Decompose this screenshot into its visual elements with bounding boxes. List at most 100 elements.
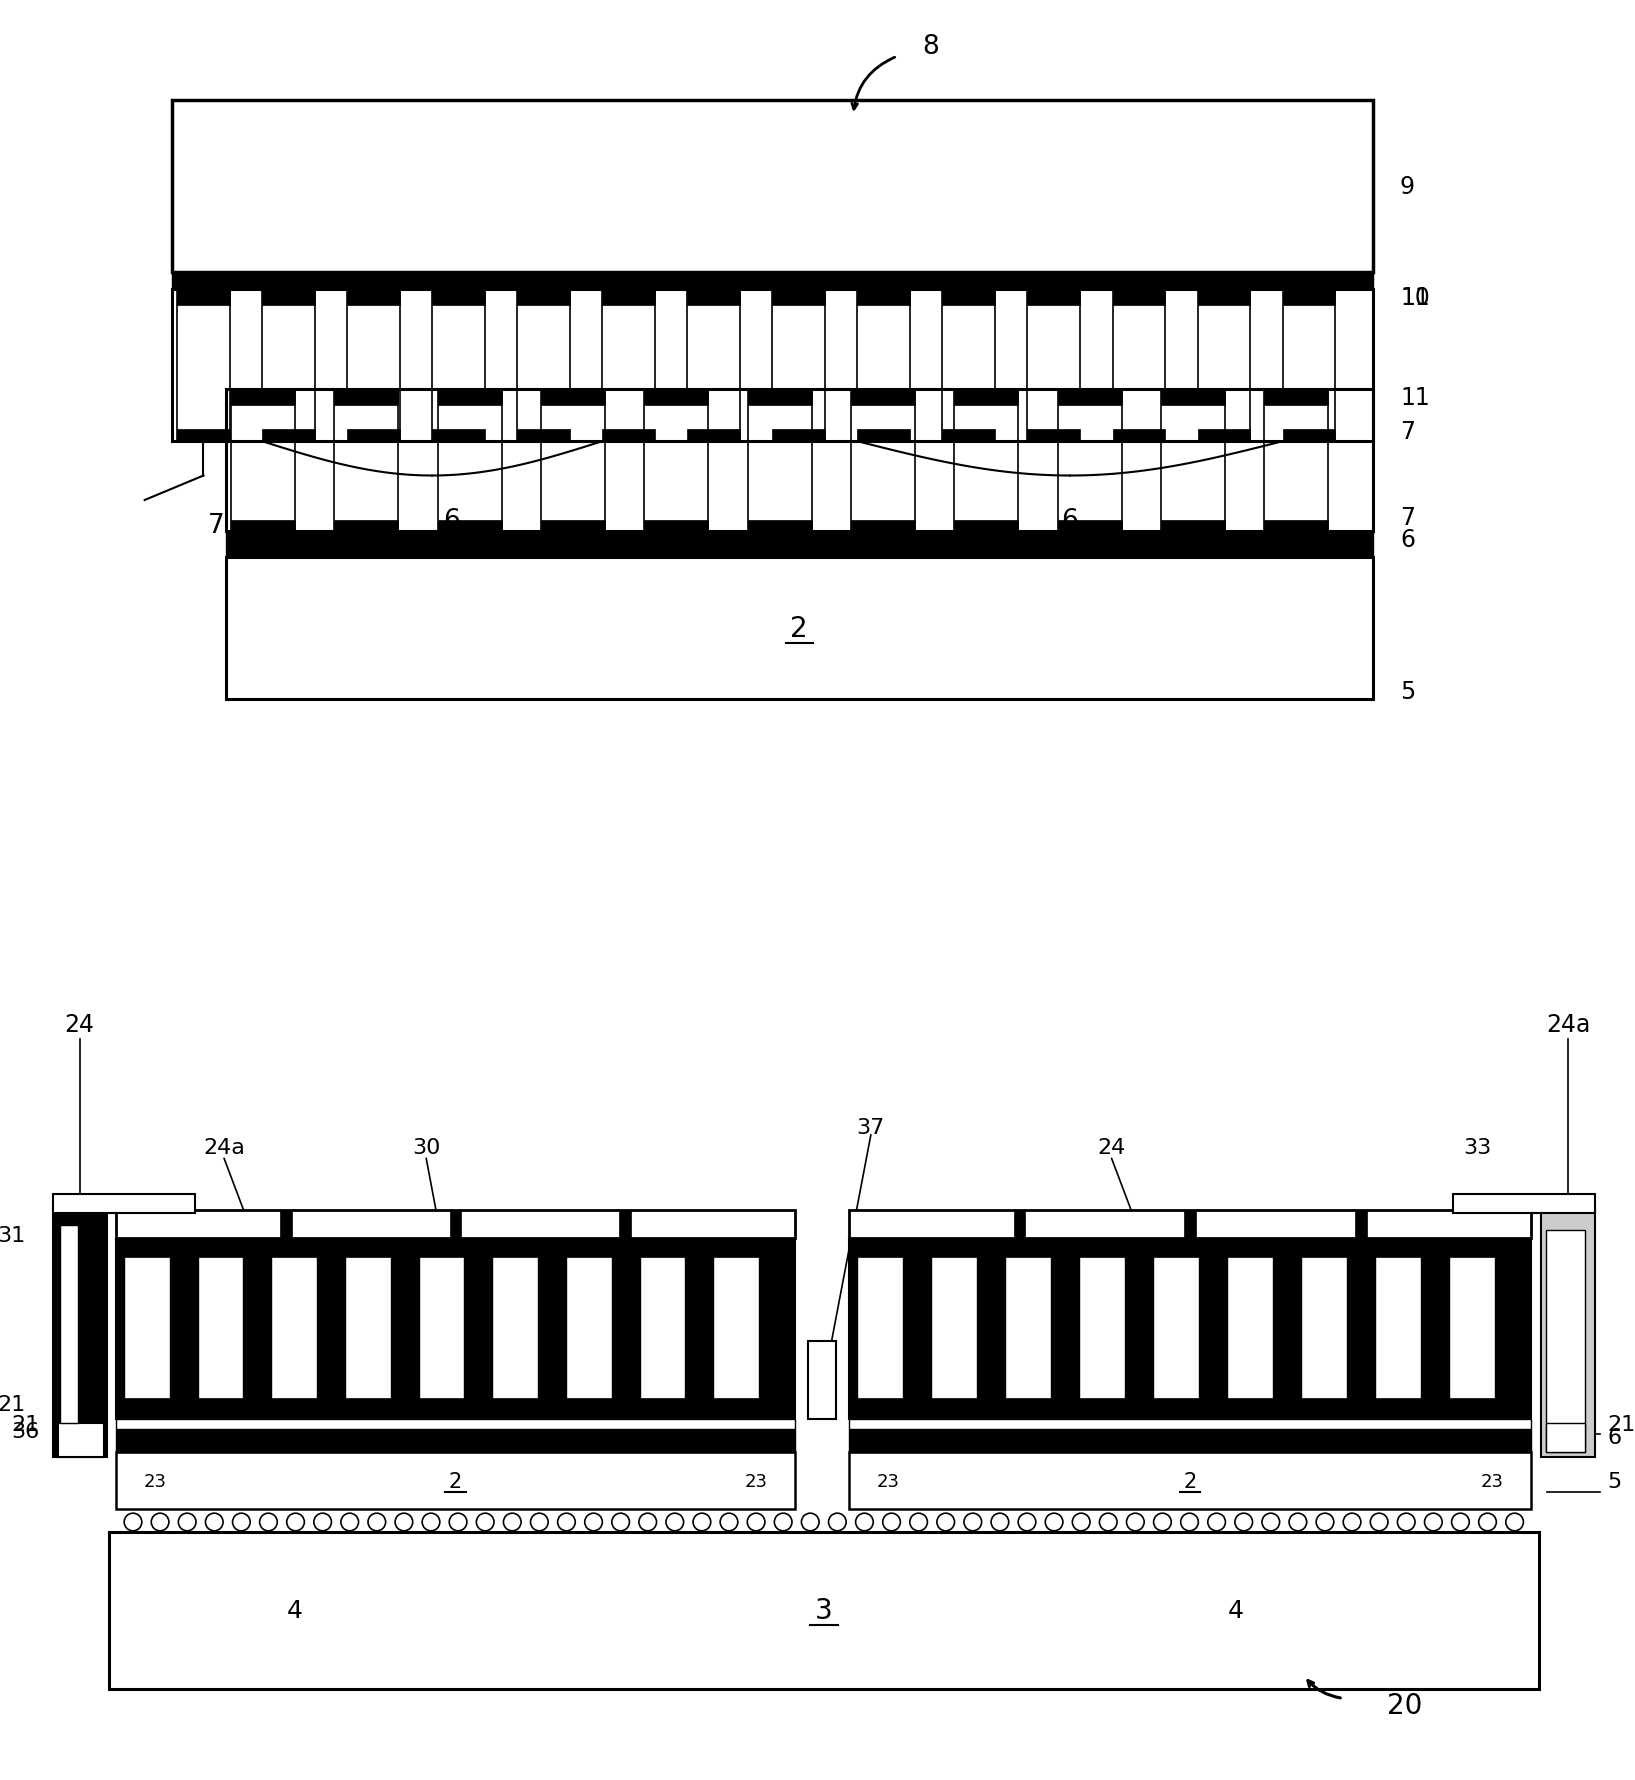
Bar bbox=[1449, 1242, 1496, 1415]
Text: 7: 7 bbox=[208, 513, 224, 538]
Bar bbox=[772, 290, 826, 306]
Bar bbox=[857, 290, 911, 441]
Circle shape bbox=[1398, 1513, 1414, 1531]
Bar bbox=[942, 290, 996, 306]
Circle shape bbox=[1370, 1513, 1388, 1531]
Bar bbox=[1264, 520, 1328, 532]
Bar bbox=[60, 1225, 78, 1424]
Bar bbox=[116, 1452, 795, 1509]
Bar bbox=[942, 431, 996, 441]
Circle shape bbox=[611, 1513, 629, 1531]
Bar bbox=[1153, 1242, 1198, 1415]
Circle shape bbox=[1154, 1513, 1171, 1531]
Bar bbox=[492, 1242, 538, 1415]
Text: 36: 36 bbox=[11, 1420, 39, 1442]
Circle shape bbox=[665, 1513, 683, 1531]
Bar bbox=[1027, 290, 1081, 441]
Bar bbox=[1282, 431, 1336, 441]
Text: 5: 5 bbox=[1400, 680, 1416, 703]
Circle shape bbox=[1099, 1513, 1117, 1531]
Bar bbox=[566, 1397, 611, 1415]
Bar bbox=[1112, 431, 1166, 441]
Text: 6: 6 bbox=[1061, 507, 1079, 534]
Bar bbox=[639, 1239, 685, 1258]
Bar bbox=[772, 431, 826, 441]
Bar bbox=[1079, 1242, 1125, 1415]
Text: 11: 11 bbox=[1400, 287, 1429, 310]
Bar bbox=[262, 431, 316, 441]
Text: 4: 4 bbox=[1228, 1598, 1243, 1622]
Circle shape bbox=[1073, 1513, 1091, 1531]
Bar bbox=[1014, 1210, 1025, 1239]
Bar bbox=[849, 1452, 1532, 1509]
Bar bbox=[271, 1242, 317, 1415]
Circle shape bbox=[719, 1513, 737, 1531]
Text: 6: 6 bbox=[1607, 1428, 1622, 1447]
Bar bbox=[1547, 1230, 1586, 1452]
Bar bbox=[849, 1210, 1532, 1239]
Bar bbox=[334, 390, 399, 406]
Bar bbox=[747, 390, 811, 406]
Bar bbox=[419, 1239, 464, 1258]
Bar bbox=[541, 390, 605, 532]
Bar bbox=[438, 520, 502, 532]
Bar bbox=[172, 272, 1372, 290]
Bar bbox=[517, 290, 571, 306]
Bar bbox=[1226, 1242, 1274, 1415]
Bar bbox=[1449, 1239, 1496, 1258]
Bar bbox=[1264, 390, 1328, 532]
Circle shape bbox=[1288, 1513, 1306, 1531]
Text: 23: 23 bbox=[144, 1472, 167, 1490]
Text: 5: 5 bbox=[1607, 1470, 1622, 1492]
Bar bbox=[231, 390, 294, 406]
Circle shape bbox=[1424, 1513, 1442, 1531]
Bar bbox=[541, 520, 605, 532]
Text: 6: 6 bbox=[443, 507, 459, 534]
Bar bbox=[347, 290, 401, 441]
Circle shape bbox=[1452, 1513, 1470, 1531]
Bar bbox=[955, 390, 1019, 532]
Circle shape bbox=[558, 1513, 576, 1531]
Bar bbox=[849, 1419, 1532, 1429]
Bar bbox=[1226, 1397, 1274, 1415]
Circle shape bbox=[775, 1513, 791, 1531]
Bar bbox=[116, 1429, 795, 1452]
Bar bbox=[1079, 1239, 1125, 1258]
Text: 7: 7 bbox=[1400, 420, 1414, 445]
Circle shape bbox=[693, 1513, 711, 1531]
Bar bbox=[1301, 1239, 1347, 1258]
Text: 23: 23 bbox=[1481, 1472, 1504, 1490]
Bar bbox=[644, 520, 708, 532]
Bar bbox=[857, 1397, 903, 1415]
Bar bbox=[1449, 1397, 1496, 1415]
Bar bbox=[850, 390, 916, 406]
Text: 24: 24 bbox=[1097, 1137, 1127, 1157]
Bar bbox=[1301, 1242, 1347, 1415]
Bar bbox=[644, 390, 708, 406]
Circle shape bbox=[1180, 1513, 1198, 1531]
Bar bbox=[1112, 290, 1166, 306]
Bar bbox=[345, 1242, 391, 1415]
Text: 4: 4 bbox=[286, 1598, 302, 1622]
Circle shape bbox=[585, 1513, 602, 1531]
Bar bbox=[602, 290, 656, 441]
Bar bbox=[1226, 1239, 1274, 1258]
Bar bbox=[1355, 1210, 1367, 1239]
Circle shape bbox=[232, 1513, 250, 1531]
Bar bbox=[262, 290, 316, 306]
Text: 9: 9 bbox=[1400, 174, 1414, 199]
Bar bbox=[808, 1340, 835, 1419]
Text: 8: 8 bbox=[922, 34, 938, 61]
Bar bbox=[1197, 290, 1251, 306]
Circle shape bbox=[286, 1513, 304, 1531]
Bar bbox=[713, 1239, 759, 1258]
Circle shape bbox=[1234, 1513, 1252, 1531]
Circle shape bbox=[178, 1513, 196, 1531]
Bar bbox=[566, 1239, 611, 1258]
Bar bbox=[517, 431, 571, 441]
Bar bbox=[262, 290, 316, 441]
Bar bbox=[1058, 390, 1122, 406]
Bar bbox=[930, 1239, 976, 1258]
Circle shape bbox=[1344, 1513, 1360, 1531]
Bar bbox=[1454, 1194, 1596, 1214]
